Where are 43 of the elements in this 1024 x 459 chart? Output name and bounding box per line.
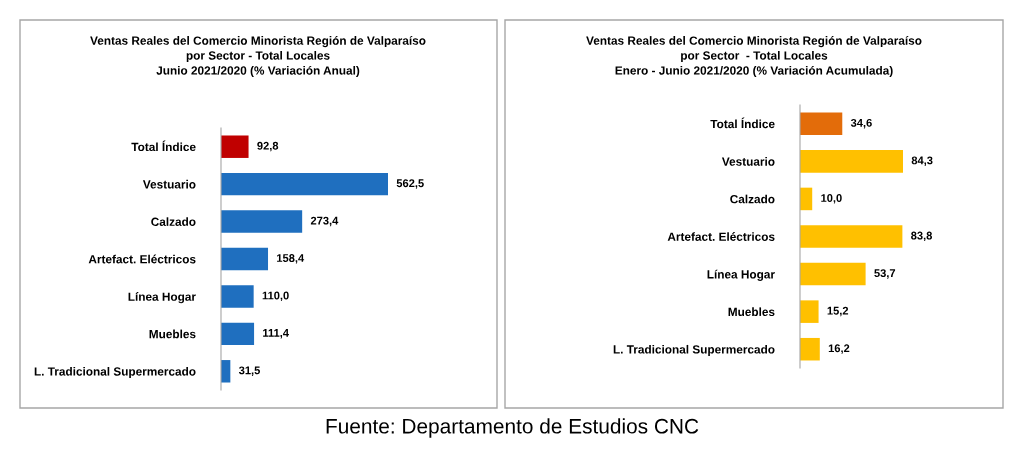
y-tick-label: Calzado xyxy=(730,194,775,204)
y-tick-label: Total Índice xyxy=(131,140,196,152)
data-label: 53,7 xyxy=(874,269,896,279)
bar xyxy=(221,135,249,158)
y-tick-label: Línea Hogar xyxy=(707,269,775,281)
y-tick-label: L. Tradicional Supermercado xyxy=(613,344,775,356)
data-label: 111,4 xyxy=(263,329,289,339)
bar xyxy=(800,262,866,286)
data-label: 110,0 xyxy=(262,291,289,302)
y-tick-label: Calzado xyxy=(151,217,196,226)
bar xyxy=(221,285,254,308)
y-tick-label: Vestuario xyxy=(142,179,196,189)
data-label: 83,8 xyxy=(911,231,933,242)
bar xyxy=(800,300,819,323)
source-note: Fuente: Departamento de Estudios CNC xyxy=(326,418,699,438)
y-tick-label: Artefact. Eléctricos xyxy=(88,254,196,264)
data-label: 34,6 xyxy=(850,118,872,129)
y-tick-label: Artefact. Eléctricos xyxy=(667,232,775,241)
chart-title: Ventas Reales del Comercio Minorista Región de Valparaíso por Sector - Total Locales Junio 2021/2020 (% Variación Anual) xyxy=(90,36,426,78)
data-label: 273,4 xyxy=(310,216,339,227)
data-label: 10,0 xyxy=(821,194,842,204)
bar xyxy=(800,225,903,248)
data-label: 92,8 xyxy=(257,141,279,152)
data-label: 158,4 xyxy=(277,254,305,264)
y-tick-label: Muebles xyxy=(149,329,196,339)
data-label: 84,3 xyxy=(911,156,933,166)
data-label: 562,5 xyxy=(396,179,424,189)
data-label: 16,2 xyxy=(828,344,850,354)
y-tick-label: Total Índice xyxy=(710,117,775,129)
y-tick-label: Muebles xyxy=(728,307,775,317)
y-tick-label: Vestuario xyxy=(721,157,775,166)
bar xyxy=(800,150,903,173)
data-label: 31,5 xyxy=(238,366,260,376)
bar xyxy=(221,322,255,346)
bar xyxy=(221,210,303,233)
chart-title: Ventas Reales del Comercio Minorista Región de Valparaíso por Sector - Total Locales Enero - Junio 2021/2020 (% Variación Acumulada) xyxy=(586,36,922,78)
bar xyxy=(221,172,388,196)
y-tick-label: Línea Hogar xyxy=(128,292,196,304)
y-tick-label: L. Tradicional Supermercado xyxy=(34,367,196,379)
bar xyxy=(800,112,843,136)
data-label: 15,2 xyxy=(827,306,849,317)
bar xyxy=(800,337,820,361)
bar xyxy=(221,247,269,271)
